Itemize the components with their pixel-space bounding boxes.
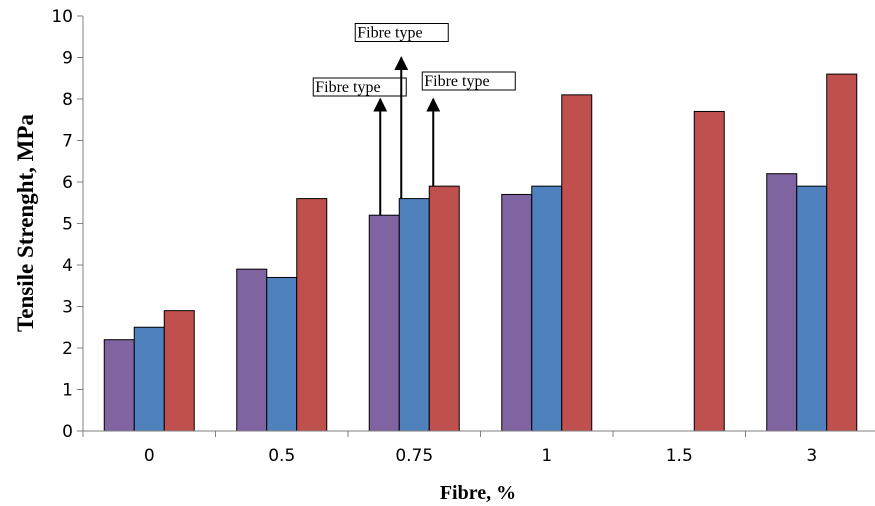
bar-0.75-series-3 bbox=[428, 185, 460, 432]
bars-layer bbox=[103, 73, 858, 432]
bar-0-series-3 bbox=[163, 310, 195, 432]
annotation-label: Fibre type bbox=[315, 79, 380, 96]
y-tick-label: 6 bbox=[62, 173, 73, 193]
bar-1-series-1 bbox=[501, 193, 533, 432]
bar-0.75-series-1 bbox=[368, 214, 400, 432]
bar-1-series-3 bbox=[561, 94, 593, 432]
y-tick-label: 1 bbox=[62, 381, 73, 401]
bar-3-series-1 bbox=[766, 173, 798, 432]
bar-0.75-series-2 bbox=[398, 198, 430, 432]
bar-1-series-2 bbox=[531, 185, 563, 432]
annotation-label: Fibre type bbox=[357, 25, 422, 42]
y-tick-label: 5 bbox=[62, 215, 73, 235]
x-axis-title: Fibre, % bbox=[440, 482, 516, 504]
y-tick-label: 8 bbox=[62, 90, 73, 110]
y-tick-label: 10 bbox=[51, 7, 73, 27]
bar-3-series-2 bbox=[796, 185, 828, 432]
y-tick-label: 4 bbox=[62, 256, 73, 276]
x-ticks: 0 0.5 0.75 1 1.5 3 bbox=[82, 431, 817, 466]
bar-0-series-1 bbox=[103, 339, 135, 432]
annotation-box bbox=[421, 71, 516, 91]
bar-0.5-series-3 bbox=[296, 198, 328, 432]
y-ticks: 0 1 2 3 4 5 6 7 8 9 10 bbox=[51, 7, 83, 442]
bar-3-series-3 bbox=[826, 73, 858, 432]
bar-1.5-series-3 bbox=[693, 110, 725, 432]
bar-0.5-series-2 bbox=[266, 276, 298, 432]
y-tick-label: 2 bbox=[62, 339, 73, 359]
x-tick-label: 1 bbox=[541, 446, 552, 466]
y-axis-title: Tensile Strenght, MPa bbox=[13, 114, 38, 332]
annotation-box bbox=[312, 77, 407, 97]
annotation-label: Fibre type bbox=[424, 73, 489, 90]
annotation-box bbox=[354, 23, 449, 42]
annotations-layer: Fibre type Fibre type Fibre type bbox=[312, 23, 516, 216]
bar-0-series-2 bbox=[133, 326, 165, 432]
x-tick-label: 0.5 bbox=[268, 446, 295, 466]
y-tick-label: 7 bbox=[62, 132, 73, 152]
y-tick-label: 3 bbox=[62, 298, 73, 318]
x-tick-label: 1.5 bbox=[666, 446, 693, 466]
x-tick-label: 0.75 bbox=[395, 446, 433, 466]
y-tick-label: 0 bbox=[62, 422, 73, 442]
y-tick-label: 9 bbox=[62, 49, 73, 69]
bar-0.5-series-1 bbox=[236, 268, 268, 432]
x-tick-label: 0 bbox=[144, 446, 155, 466]
x-tick-label: 3 bbox=[806, 446, 817, 466]
